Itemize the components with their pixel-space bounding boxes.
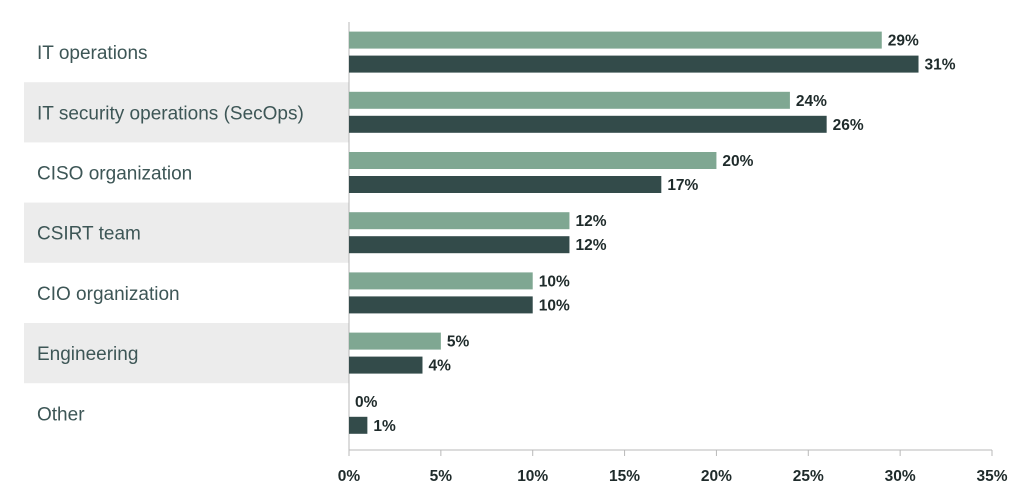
value-label: 4%	[428, 358, 451, 375]
value-label: 10%	[539, 297, 570, 314]
value-label: 24%	[796, 93, 827, 110]
bars	[349, 31, 919, 434]
category-label: CSIRT team	[37, 224, 141, 245]
category-label: IT operations	[37, 43, 148, 64]
bar-series-1	[349, 272, 533, 290]
category-labels: IT operations IT security operations (Sec…	[37, 43, 304, 425]
x-tick-label: 25%	[793, 468, 824, 485]
x-tick-label: 35%	[976, 468, 1007, 485]
x-tick-label: 10%	[517, 468, 548, 485]
x-tick-label: 5%	[430, 468, 453, 485]
value-label: 20%	[722, 153, 753, 170]
category-label: IT security operations (SecOps)	[37, 103, 304, 124]
category-band	[24, 82, 349, 143]
bar-series-1	[349, 152, 717, 169]
axes	[348, 22, 992, 451]
bar-series-1	[349, 212, 570, 230]
bar-series-1	[349, 332, 441, 350]
bar-series-2	[349, 236, 570, 254]
category-band	[24, 323, 349, 384]
bar-series-1	[349, 31, 882, 49]
category-bands	[24, 82, 349, 384]
category-label: Engineering	[37, 344, 138, 365]
x-axis-ticks: 0% 5% 10% 15% 20% 25% 30% 35%	[338, 450, 1008, 485]
category-label: CISO organization	[37, 164, 192, 185]
value-label: 29%	[888, 33, 919, 50]
bar-series-2	[349, 296, 533, 314]
value-label: 12%	[575, 237, 606, 254]
bar-series-2	[349, 356, 423, 374]
value-label: 5%	[447, 334, 470, 351]
value-labels: 29% 31% 24% 26% 20% 17% 12% 12% 10% 10% 5% 4% 0% 1%	[355, 33, 956, 435]
bar-series-2	[349, 115, 827, 133]
category-label: Other	[37, 404, 85, 425]
value-label: 0%	[355, 394, 378, 411]
bar-series-1	[349, 91, 790, 109]
value-label: 31%	[925, 57, 956, 74]
category-label: CIO organization	[37, 284, 180, 305]
bar-series-2	[349, 176, 662, 193]
x-tick-label: 0%	[338, 468, 361, 485]
bar-series-2	[349, 416, 368, 434]
bar-series-2	[349, 55, 919, 73]
value-label: 1%	[373, 418, 396, 435]
x-tick-label: 20%	[701, 468, 732, 485]
x-tick-label: 30%	[885, 468, 916, 485]
value-label: 17%	[667, 177, 698, 194]
value-label: 26%	[833, 117, 864, 134]
value-label: 10%	[539, 273, 570, 290]
x-tick-label: 15%	[609, 468, 640, 485]
value-label: 12%	[575, 213, 606, 230]
category-band	[24, 202, 349, 263]
